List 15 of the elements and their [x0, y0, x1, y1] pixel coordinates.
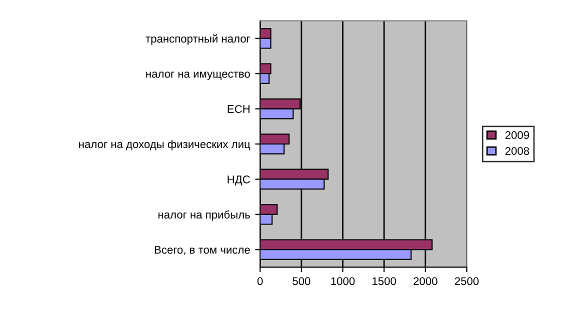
x-tick-label: 2500	[454, 277, 479, 286]
y-tick-label: налог на имущество	[146, 72, 250, 80]
x-tick-label: 1500	[372, 277, 396, 286]
x-tick-label: 1000	[331, 277, 355, 286]
legend-label: 2008	[505, 147, 530, 155]
legend-label: 2009	[505, 131, 530, 140]
y-tick-label: транспортный налог	[146, 34, 250, 45]
y-tick-label: ЕСН	[228, 105, 250, 113]
x-tick-label: 2000	[414, 277, 438, 286]
y-tick-label: Всего, в том числе	[154, 246, 250, 256]
y-tick-label: налог на прибыль	[158, 210, 250, 221]
x-tick-label: 500	[292, 277, 310, 286]
y-tick-label: НДС	[228, 175, 250, 186]
y-tick-label: налог на доходы физических лиц	[79, 140, 250, 150]
x-tick-label: 0	[257, 277, 263, 286]
